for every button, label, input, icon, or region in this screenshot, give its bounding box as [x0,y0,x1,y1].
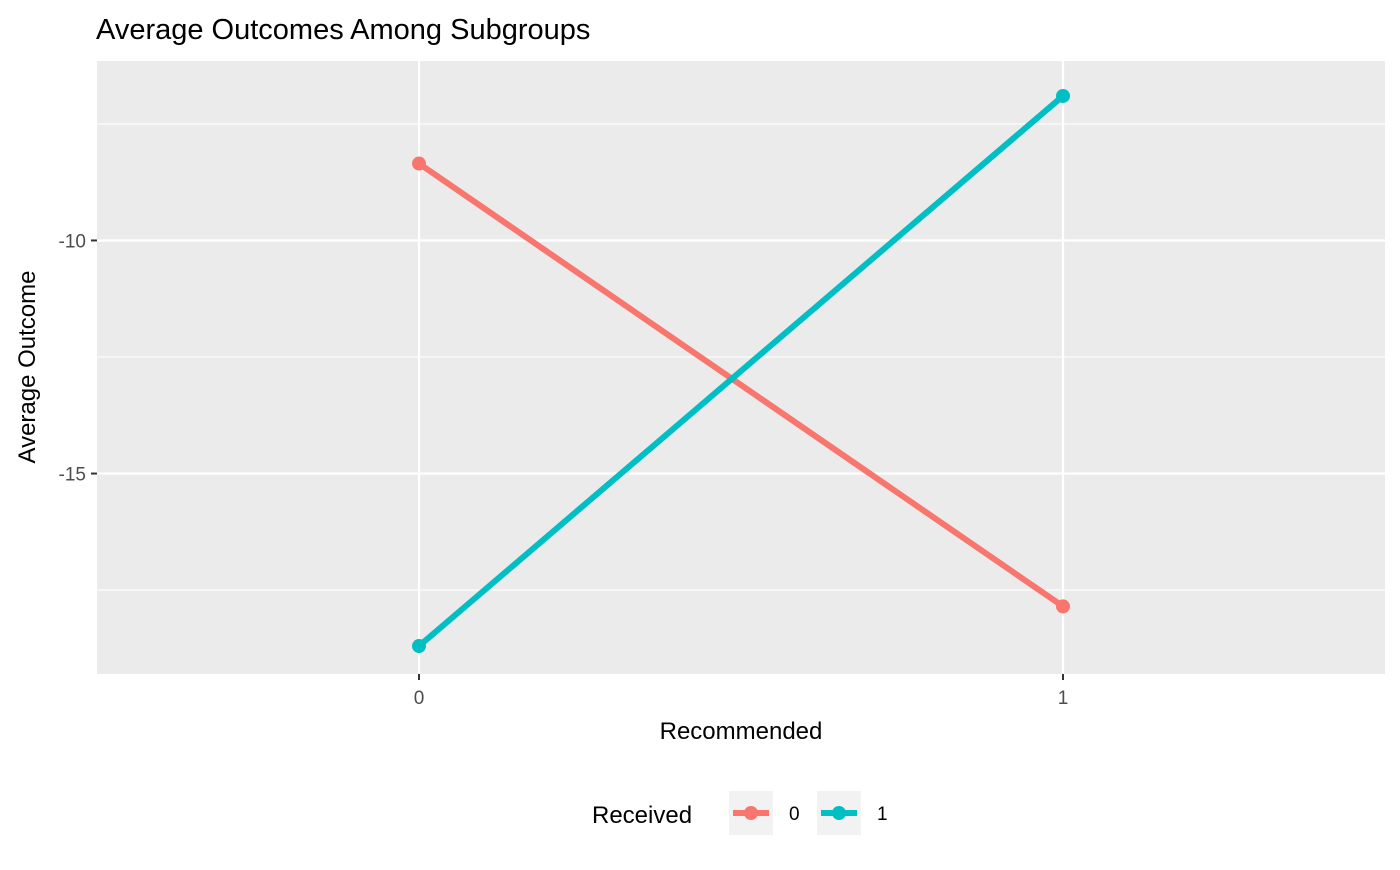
legend: Received 0 1 [592,791,888,835]
legend-title: Received [592,802,692,829]
y-axis-label: Average Outcome [14,271,41,464]
series-layer [412,88,1070,654]
series-point-received-0 [1056,599,1070,614]
series-point-received-0 [412,156,426,171]
y-axis: -10 -15 [59,231,97,486]
series-point-received-1 [412,639,426,654]
x-tick-label: 1 [1058,688,1069,709]
legend-entry-label: 0 [789,804,800,825]
grid-major [97,61,1385,674]
series-line-received-1 [417,93,1065,649]
x-axis-label: Recommended [660,718,823,745]
x-tick-label: 0 [414,688,425,709]
legend-key-point [744,806,758,820]
legend-entry-label: 1 [877,804,888,825]
y-tick-label: -15 [59,465,86,486]
y-tick-label: -10 [59,231,86,252]
series-line-received-0 [417,161,1065,609]
chart-title: Average Outcomes Among Subgroups [96,14,590,46]
legend-key-point [832,806,846,820]
grid-minor [97,123,1385,591]
series-point-received-1 [1056,88,1070,103]
